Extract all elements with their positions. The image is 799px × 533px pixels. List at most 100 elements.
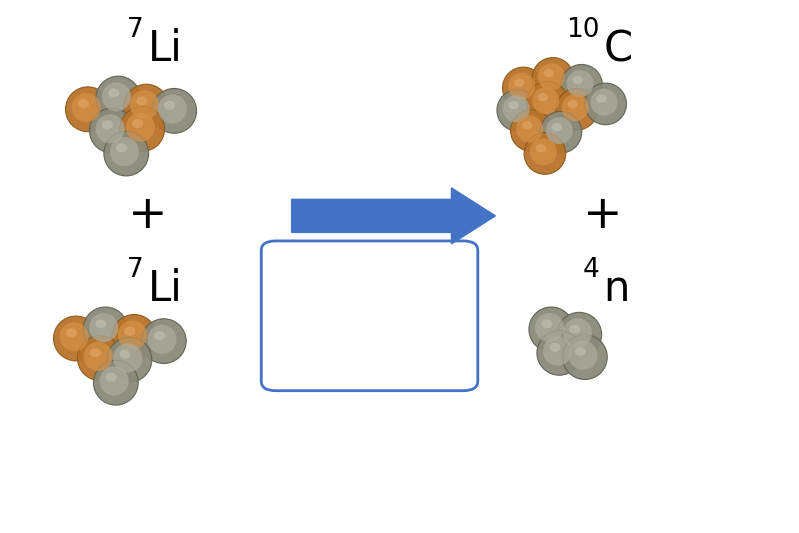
Ellipse shape: [288, 319, 332, 361]
Ellipse shape: [96, 76, 141, 121]
Text: +: +: [128, 193, 168, 238]
Ellipse shape: [590, 88, 618, 116]
Ellipse shape: [530, 138, 557, 165]
Ellipse shape: [132, 119, 143, 128]
Ellipse shape: [546, 117, 573, 144]
Ellipse shape: [497, 90, 539, 131]
Ellipse shape: [567, 100, 578, 108]
Ellipse shape: [300, 285, 311, 293]
Text: 4: 4: [582, 257, 599, 283]
Ellipse shape: [124, 84, 169, 129]
Ellipse shape: [110, 137, 139, 166]
Ellipse shape: [89, 313, 118, 342]
Ellipse shape: [130, 90, 159, 119]
Ellipse shape: [566, 70, 594, 97]
Ellipse shape: [562, 94, 589, 121]
Ellipse shape: [93, 360, 138, 405]
Text: Neutron: Neutron: [342, 327, 448, 353]
Ellipse shape: [508, 101, 519, 109]
Ellipse shape: [118, 320, 147, 350]
Text: C: C: [603, 28, 632, 70]
Ellipse shape: [158, 94, 187, 124]
Ellipse shape: [96, 114, 125, 143]
Ellipse shape: [535, 144, 546, 152]
Ellipse shape: [527, 82, 568, 123]
Ellipse shape: [119, 350, 130, 359]
Ellipse shape: [562, 335, 607, 379]
FancyArrow shape: [292, 188, 495, 244]
Ellipse shape: [66, 328, 77, 337]
Ellipse shape: [95, 319, 106, 328]
Ellipse shape: [108, 88, 119, 98]
Ellipse shape: [508, 72, 535, 100]
Ellipse shape: [541, 319, 552, 328]
Ellipse shape: [585, 83, 626, 125]
Ellipse shape: [78, 99, 89, 108]
Ellipse shape: [60, 322, 89, 351]
Ellipse shape: [549, 343, 560, 352]
Ellipse shape: [569, 325, 580, 334]
Text: Li: Li: [148, 28, 182, 70]
Ellipse shape: [126, 112, 155, 142]
Ellipse shape: [524, 133, 566, 174]
Ellipse shape: [54, 316, 98, 361]
Ellipse shape: [153, 331, 165, 340]
Ellipse shape: [72, 93, 101, 122]
Ellipse shape: [532, 58, 574, 99]
Ellipse shape: [104, 131, 149, 176]
Ellipse shape: [563, 318, 592, 348]
Ellipse shape: [112, 314, 157, 359]
Ellipse shape: [152, 88, 197, 133]
Ellipse shape: [89, 108, 134, 153]
Ellipse shape: [543, 69, 554, 77]
Ellipse shape: [136, 96, 147, 106]
Text: 7: 7: [127, 257, 144, 283]
Ellipse shape: [124, 327, 135, 336]
Text: n: n: [603, 268, 630, 310]
Ellipse shape: [543, 336, 572, 366]
Ellipse shape: [561, 64, 602, 106]
Ellipse shape: [102, 82, 131, 111]
Ellipse shape: [105, 373, 117, 382]
Ellipse shape: [89, 348, 101, 357]
Ellipse shape: [535, 313, 564, 342]
Ellipse shape: [569, 341, 598, 370]
Ellipse shape: [557, 312, 602, 357]
Ellipse shape: [116, 143, 127, 152]
Ellipse shape: [532, 87, 559, 114]
Ellipse shape: [84, 342, 113, 371]
Ellipse shape: [503, 67, 544, 109]
Text: 10: 10: [566, 17, 599, 43]
Ellipse shape: [113, 343, 142, 373]
Ellipse shape: [574, 347, 586, 356]
Text: Proton: Proton: [342, 281, 427, 307]
Ellipse shape: [295, 325, 322, 352]
Ellipse shape: [511, 110, 552, 151]
Ellipse shape: [596, 94, 606, 103]
Ellipse shape: [572, 76, 582, 84]
Ellipse shape: [148, 325, 177, 354]
Ellipse shape: [537, 330, 582, 375]
Ellipse shape: [516, 115, 543, 142]
Ellipse shape: [551, 123, 562, 131]
Ellipse shape: [107, 337, 152, 382]
Ellipse shape: [300, 330, 311, 339]
Ellipse shape: [540, 111, 582, 153]
Ellipse shape: [556, 88, 598, 130]
Ellipse shape: [538, 93, 548, 101]
Ellipse shape: [83, 307, 128, 352]
Ellipse shape: [78, 336, 122, 381]
Ellipse shape: [164, 101, 175, 110]
Ellipse shape: [522, 121, 532, 130]
Ellipse shape: [288, 273, 332, 316]
Ellipse shape: [514, 78, 524, 87]
Text: 7: 7: [127, 17, 144, 43]
Ellipse shape: [538, 63, 565, 90]
Ellipse shape: [529, 307, 574, 352]
Ellipse shape: [295, 279, 322, 306]
Ellipse shape: [66, 87, 110, 132]
Ellipse shape: [100, 366, 129, 395]
FancyBboxPatch shape: [261, 241, 478, 391]
Text: +: +: [583, 193, 623, 238]
Text: Li: Li: [148, 268, 182, 310]
